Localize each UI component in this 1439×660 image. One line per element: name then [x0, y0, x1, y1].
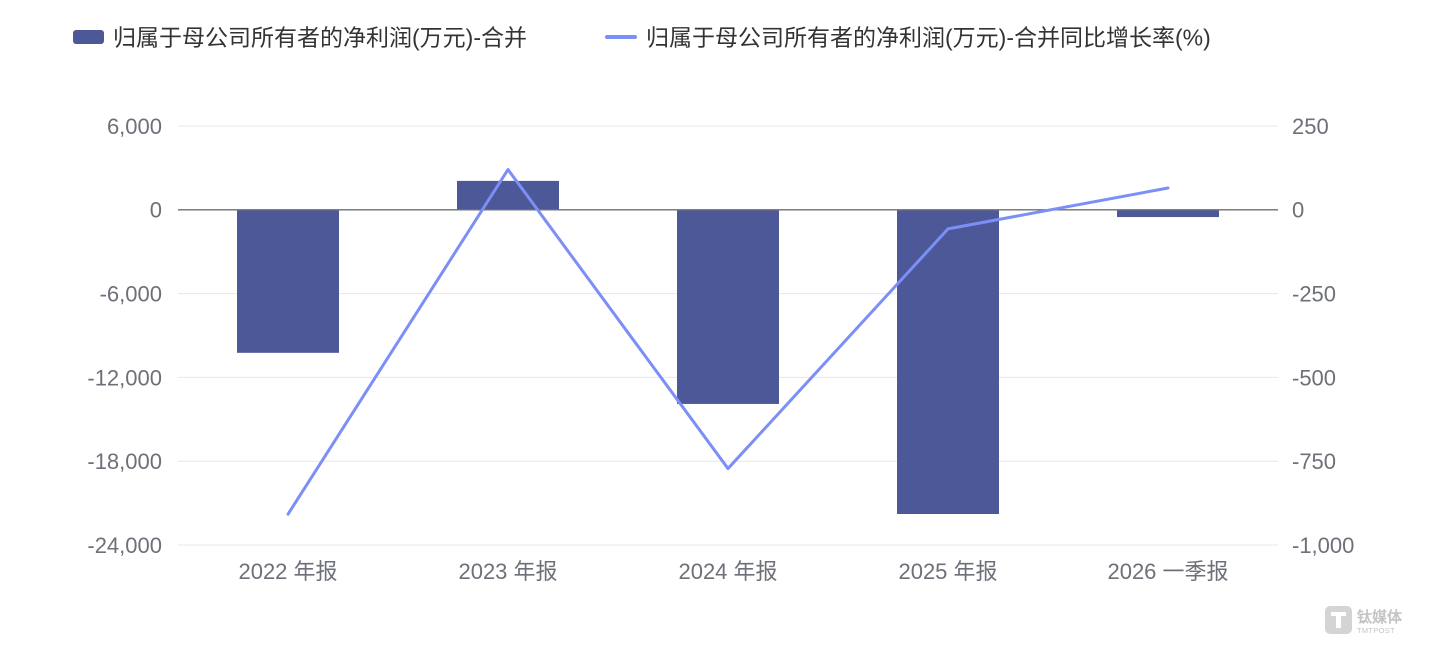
y-right-tick-label: 0 — [1292, 198, 1304, 223]
legend-swatch-bar — [73, 30, 104, 44]
y-right-tick-label: -750 — [1292, 449, 1336, 474]
legend: 归属于母公司所有者的净利润(万元)-合并 归属于母公司所有者的净利润(万元)-合… — [73, 24, 1211, 50]
growth-rate-point[interactable] — [942, 223, 954, 235]
y-left-tick-label: -24,000 — [87, 533, 162, 558]
y-left-tick-label: 6,000 — [107, 114, 162, 139]
watermark-subname: TMTPOST — [1357, 626, 1395, 635]
y-left-tick-label: 0 — [150, 198, 162, 223]
y-right-tick-label: 250 — [1292, 114, 1329, 139]
growth-rate-point[interactable] — [502, 164, 514, 176]
y-left-tick-label: -12,000 — [87, 365, 162, 390]
legend-item-growth-rate[interactable]: 归属于母公司所有者的净利润(万元)-合并同比增长率(%) — [605, 24, 1211, 50]
growth-rate-point[interactable] — [722, 463, 734, 475]
net-profit-bar[interactable] — [897, 209, 999, 514]
y-right-tick-label: -500 — [1292, 365, 1336, 390]
net-profit-bar[interactable] — [457, 180, 559, 210]
growth-rate-point[interactable] — [282, 508, 294, 520]
x-category-label: 2026 一季报 — [1107, 559, 1228, 584]
growth-rate-line — [286, 168, 1170, 516]
x-category-label: 2025 年报 — [898, 559, 997, 584]
line-series — [282, 164, 1174, 520]
y-right-tick-label: -250 — [1292, 282, 1336, 307]
bar-series — [237, 180, 1219, 514]
y-left-tick-label: -6,000 — [100, 282, 162, 307]
legend-label-net-profit: 归属于母公司所有者的净利润(万元)-合并 — [113, 24, 527, 50]
net-profit-bar[interactable] — [1117, 209, 1219, 218]
growth-rate-point[interactable] — [1162, 182, 1174, 194]
watermark-name: 钛媒体 — [1357, 608, 1403, 626]
axis-labels: 6,000 0 -6,000 -12,000 -18,000 -24,000 250 0 -25… — [87, 114, 1354, 584]
legend-label-growth-rate: 归属于母公司所有者的净利润(万元)-合并同比增长率(%) — [646, 24, 1211, 50]
watermark-logo: 钛媒体 TMTPOST — [1325, 606, 1403, 635]
legend-item-net-profit[interactable]: 归属于母公司所有者的净利润(万元)-合并 — [73, 24, 527, 50]
x-category-label: 2024 年报 — [678, 559, 777, 584]
x-category-label: 2022 年报 — [238, 559, 337, 584]
y-right-tick-label: -1,000 — [1292, 533, 1354, 558]
net-profit-bar[interactable] — [677, 209, 779, 404]
x-category-label: 2023 年报 — [458, 559, 557, 584]
y-left-tick-label: -18,000 — [87, 449, 162, 474]
logo-t-stem — [1336, 612, 1341, 628]
net-profit-bar[interactable] — [237, 209, 339, 353]
